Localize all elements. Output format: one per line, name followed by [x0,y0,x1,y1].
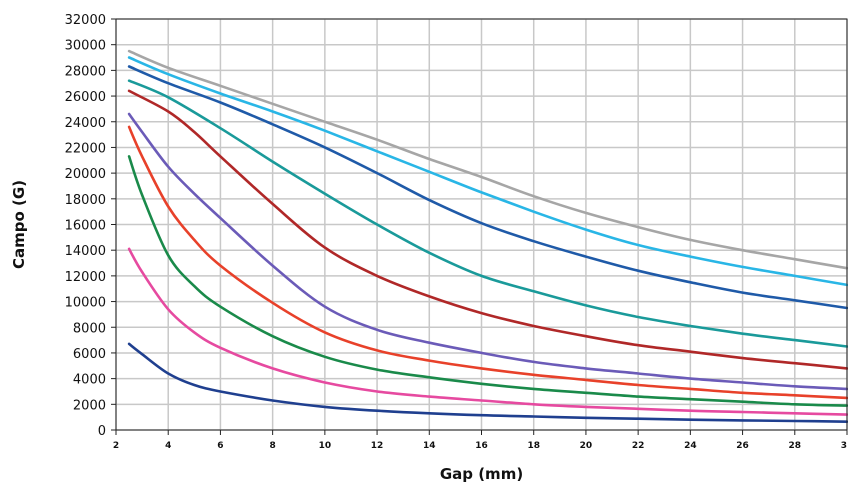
y-tick-label: 30000 [65,39,106,54]
x-tick-label: 28 [789,441,802,451]
y-axis-ticks: 0 2000 4000 6000 8000 10000 12000 14000 16000 180… [65,13,116,439]
series-line-8 [127,155,848,407]
x-tick-label: 24 [684,441,697,451]
x-tick-label: 4 [165,441,171,451]
series-line-6 [127,112,848,391]
x-tick-label: 26 [736,441,749,451]
x-tick-label: 12 [371,441,384,451]
y-tick-label: 32000 [65,13,106,28]
series-line-1 [127,49,848,270]
series-lines [127,49,848,423]
plot-frame [115,18,848,431]
x-axis-title: Gap (mm) [440,465,523,483]
x-tick-label: 18 [527,441,540,451]
y-tick-label: 16000 [65,219,106,234]
x-tick-label: 8 [270,441,276,451]
y-tick-label: 26000 [65,90,106,105]
x-tick-label: 2 [113,441,119,451]
x-tick-label: 16 [475,441,488,451]
x-tick-label: 10 [319,441,332,451]
series-line-9 [127,247,848,416]
series-line-3 [127,65,848,310]
series-line-7 [127,125,848,400]
y-tick-label: 0 [98,424,106,439]
x-tick-label: 20 [580,441,593,451]
series-line-4 [127,79,848,348]
x-tick-label: 3 [841,441,847,451]
series-line-5 [127,89,848,370]
y-tick-label: 10000 [65,296,106,311]
y-tick-label: 8000 [73,321,106,336]
x-tick-label: 6 [217,441,223,451]
y-tick-label: 2000 [73,398,106,413]
y-tick-label: 24000 [65,116,106,131]
series-line-2 [127,56,848,287]
x-axis-ticks: 2 4 6 8 10 12 14 16 18 20 22 24 26 28 3 [113,430,848,451]
series-line-10 [127,342,848,423]
x-tick-label: 14 [423,441,436,451]
y-tick-label: 20000 [65,167,106,182]
y-axis-title: Campo (G) [10,180,28,269]
y-tick-label: 6000 [73,347,106,362]
y-tick-label: 22000 [65,141,106,156]
y-tick-label: 18000 [65,193,106,208]
y-tick-label: 14000 [65,244,106,259]
x-tick-label: 22 [632,441,645,451]
y-tick-label: 4000 [73,373,106,388]
y-tick-label: 12000 [65,270,106,285]
y-tick-label: 28000 [65,64,106,79]
